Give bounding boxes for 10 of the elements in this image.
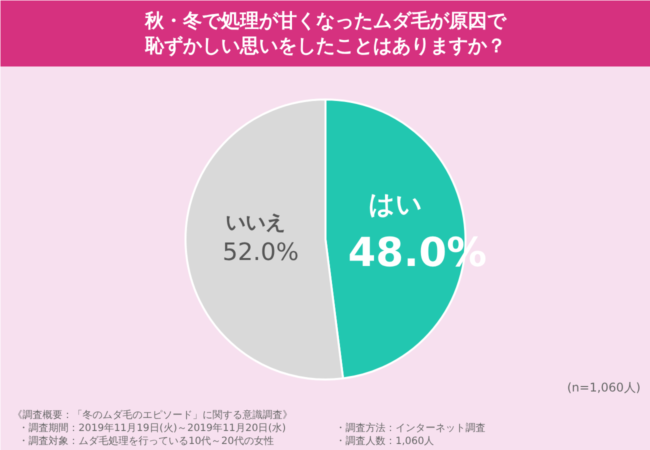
data-label: 52.0%	[222, 238, 299, 266]
slice-label: はい	[368, 190, 422, 220]
text: ・調査期間：2019年11月19日(火)～2019年11月20日(水)	[18, 422, 286, 434]
text: 《調査概要：「冬のムダ毛のエピソード」に関する意識調査》	[12, 409, 292, 421]
chart-title: 秋・冬で処理が甘くなったムダ毛が原因で恥ずかしい思いをしたことはありますか？	[144, 10, 507, 58]
text: ・調査人数：1,060人	[336, 435, 434, 447]
slice-label: いいえ	[226, 210, 286, 234]
text: (n=1,060人)	[567, 380, 641, 394]
text: ・調査方法：インターネット調査	[336, 422, 486, 434]
text: ・調査対象：ムダ毛処理を行っている10代～20代の女性	[18, 435, 274, 447]
